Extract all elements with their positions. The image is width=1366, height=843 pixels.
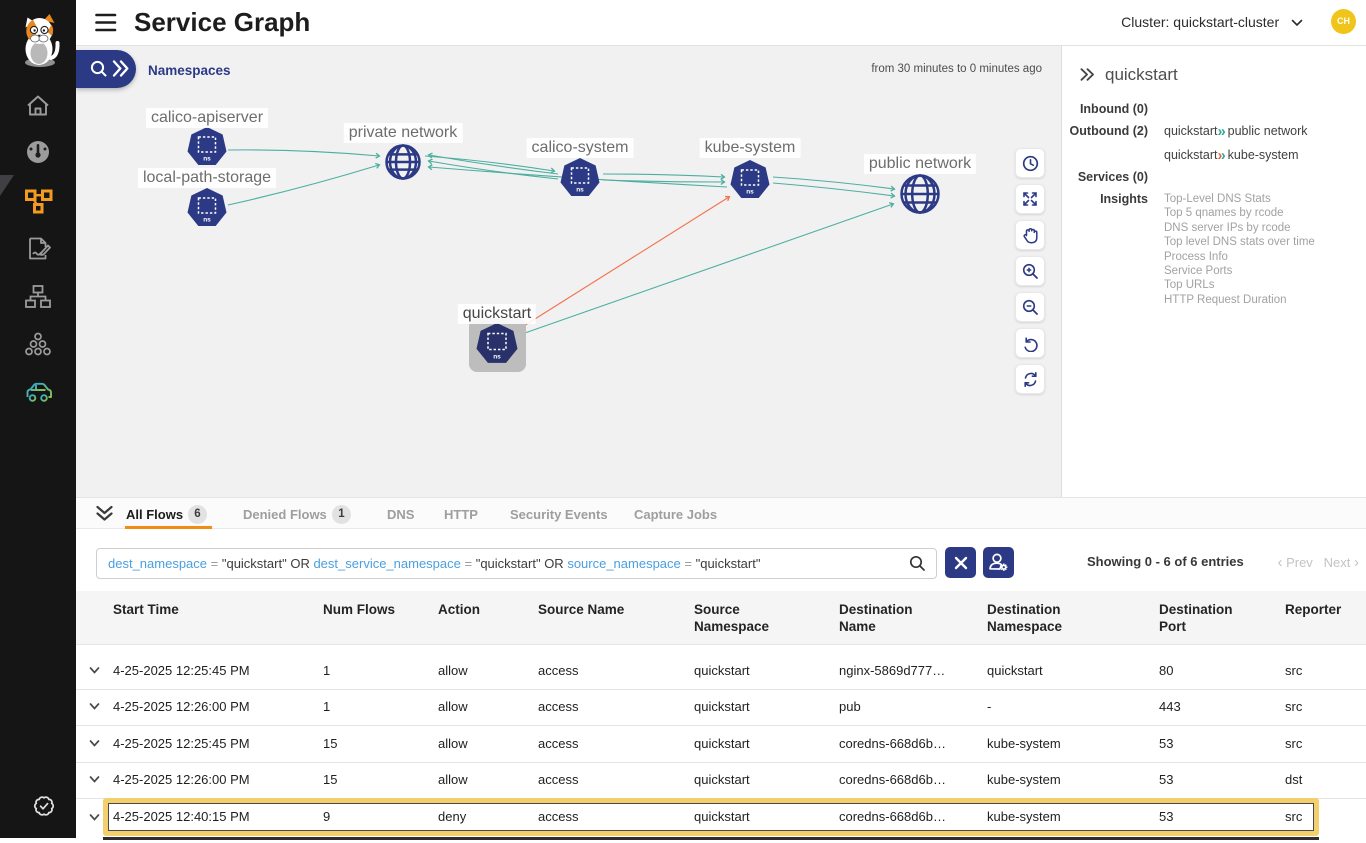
- svg-text:ns: ns: [746, 189, 754, 196]
- svg-text:ns: ns: [203, 156, 211, 163]
- svg-text:ns: ns: [493, 354, 501, 361]
- svg-text:ns: ns: [203, 217, 211, 224]
- svg-text:ns: ns: [576, 187, 584, 194]
